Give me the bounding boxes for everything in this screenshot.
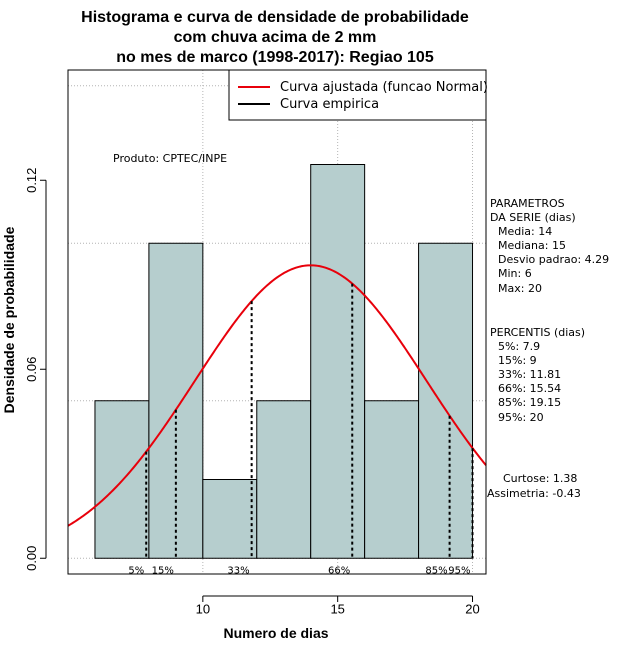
curtose-label: Curtose: 1.38	[503, 472, 577, 485]
parametros-title-2: DA SERIE (dias)	[490, 211, 576, 224]
legend-box	[228, 69, 487, 121]
percentile-markers: 5% 15% 33% 66% 85% 95%	[128, 283, 474, 576]
histogram-bars	[94, 164, 474, 559]
percentil-66: 66%: 15.54	[498, 382, 561, 395]
percentil-85: 85%: 19.15	[498, 396, 561, 409]
chart-title-line-1: Histograma e curva de densidade de proba…	[81, 9, 469, 26]
produto-label: Produto: CPTEC/INPE	[113, 152, 227, 165]
percentis-title: PERCENTIS (dias)	[490, 326, 585, 339]
percentile-label-1: 15%	[152, 565, 174, 576]
param-max: Max: 20	[498, 282, 542, 295]
legend-empirical-label: Curva empirica	[280, 97, 379, 112]
x-axis-title: Numero de dias	[223, 625, 328, 641]
normal-curve-layer	[67, 264, 487, 527]
legend-normal-label: Curva ajustada (funcao Normal)	[280, 80, 488, 95]
x-tick-label-2: 20	[465, 602, 479, 617]
histogram-bar-2	[202, 479, 258, 559]
parameters-panel: PARAMETROS DA SERIE (dias) Media: 14 Med…	[487, 197, 609, 500]
percentile-label-3: 66%	[328, 565, 350, 576]
param-desvio: Desvio padrao: 4.29	[498, 253, 609, 266]
param-min: Min: 6	[498, 267, 532, 280]
param-mediana: Mediana: 15	[498, 239, 566, 252]
chart-title-line-2: com chuva acima de 2 mm	[174, 29, 377, 46]
percentil-5: 5%: 7.9	[498, 340, 540, 353]
y-tick-label-1: 0.06	[24, 357, 39, 382]
y-tick-label-0: 0.00	[24, 546, 39, 571]
x-tick-label-1: 15	[330, 602, 344, 617]
axes: 0.00 0.06 0.12 10 15 20	[24, 168, 480, 617]
x-tick-label-0: 10	[196, 602, 210, 617]
percentil-33: 33%: 11.81	[498, 368, 561, 381]
percentile-label-4: 85%	[425, 565, 447, 576]
histogram-bar-6	[418, 242, 474, 559]
histogram-bar-1	[148, 242, 204, 559]
parametros-title-1: PARAMETROS	[490, 197, 565, 210]
chart-title-line-3: no mes de marco (1998-2017): Regiao 105	[116, 49, 434, 66]
percentile-label-5: 95%	[448, 565, 470, 576]
percentil-15: 15%: 9	[498, 354, 537, 367]
y-tick-label-2: 0.12	[24, 168, 39, 193]
assimetria-label: Assimetria: -0.43	[487, 487, 581, 500]
percentile-label-2: 33%	[227, 565, 249, 576]
normal-density-curve	[67, 264, 487, 527]
histogram-bar-4	[310, 164, 366, 559]
histogram-bar-3	[256, 400, 312, 559]
histogram-bar-5	[364, 400, 420, 559]
percentile-label-0: 5%	[128, 565, 144, 576]
legend: Curva ajustada (funcao Normal) Curva emp…	[228, 69, 488, 121]
percentil-95: 95%: 20	[498, 411, 544, 424]
y-axis-title: Densidade de probabilidade	[1, 226, 17, 413]
param-media: Media: 14	[498, 225, 552, 238]
